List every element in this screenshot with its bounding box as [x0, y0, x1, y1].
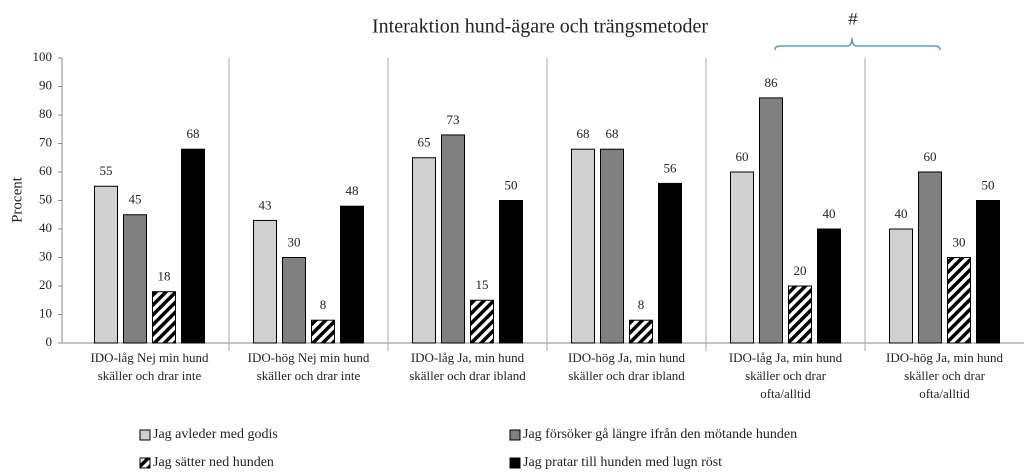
x-tick-label: IDO-hög Ja, min hund: [886, 350, 1003, 365]
legend-label: Jag försöker gå längre ifrån den mötande…: [523, 427, 797, 442]
bar: [123, 214, 147, 344]
value-label: 30: [288, 234, 301, 249]
value-label: 40: [823, 206, 836, 221]
y-axis-label: Procent: [9, 176, 25, 223]
value-label: 50: [982, 177, 995, 192]
x-tick-label: skäller och drar ibland: [568, 368, 685, 383]
bar: [340, 205, 364, 344]
bar: [441, 134, 465, 344]
bar: [282, 257, 306, 344]
value-label: 60: [736, 149, 749, 164]
value-label: 50: [505, 177, 518, 192]
value-label: 18: [158, 269, 171, 284]
y-tick-label: 10: [39, 305, 52, 320]
bar: [571, 148, 595, 344]
legend-label: Jag avleder med godis: [153, 427, 278, 442]
value-label: 56: [664, 160, 678, 175]
bar: [470, 299, 494, 344]
value-label: 40: [895, 206, 908, 221]
bar: [658, 182, 682, 344]
y-tick-label: 90: [39, 77, 52, 92]
x-tick-label: IDO-låg Nej min hund: [90, 350, 209, 365]
y-tick-label: 20: [39, 277, 52, 292]
bar: [918, 171, 942, 344]
legend-swatch: [509, 457, 521, 469]
legend-label: Jag pratar till hunden med lugn röst: [523, 455, 722, 470]
bar: [499, 200, 523, 344]
bar: [629, 319, 653, 344]
x-tick-label: ofta/alltid: [919, 386, 970, 401]
x-tick-label: skäller och drar inte: [257, 368, 361, 383]
value-label: 68: [187, 126, 200, 141]
value-label: 73: [447, 112, 460, 127]
legend-label: Jag sätter ned hunden: [153, 455, 274, 470]
bar: [181, 148, 205, 344]
value-label: 60: [924, 149, 937, 164]
x-tick-label: skäller och drar: [745, 368, 827, 383]
value-label: 43: [259, 197, 272, 212]
chart-title: Interaktion hund-ägare och trängsmetoder: [372, 16, 708, 38]
bar: [412, 157, 436, 344]
y-tick-label: 70: [39, 134, 52, 149]
y-tick-label: 100: [33, 49, 53, 64]
x-tick-label: IDO-hög Ja, min hund: [568, 350, 685, 365]
annotation: #: [848, 9, 858, 28]
y-tick-label: 60: [39, 163, 52, 178]
bar: [947, 257, 971, 344]
bar: [94, 185, 118, 344]
x-tick-label: skäller och drar ibland: [409, 368, 526, 383]
value-label: 48: [346, 183, 359, 198]
bar: [600, 148, 624, 344]
bar: [253, 219, 277, 344]
value-label: 68: [577, 126, 590, 141]
value-label: 65: [418, 135, 431, 150]
x-tick-label: ofta/alltid: [760, 386, 811, 401]
value-label: 15: [476, 277, 489, 292]
value-label: 45: [129, 192, 142, 207]
bar: [788, 285, 812, 344]
x-tick-label: skäller och drar inte: [98, 368, 202, 383]
bar: [817, 228, 841, 344]
y-tick-label: 40: [39, 220, 52, 235]
y-tick-label: 30: [39, 248, 52, 263]
y-tick-label: 0: [46, 334, 53, 349]
legend-swatch: [139, 457, 151, 469]
bar: [889, 228, 913, 344]
y-tick-label: 80: [39, 106, 52, 121]
bar: [730, 171, 754, 344]
x-tick-label: IDO-låg Ja, min hund: [411, 350, 525, 365]
legend-swatch: [139, 429, 151, 441]
y-tick-label: 50: [39, 191, 52, 206]
value-label: 55: [100, 163, 113, 178]
value-label: 30: [953, 234, 966, 249]
bar: [759, 97, 783, 344]
bar: [976, 200, 1000, 344]
value-label: 20: [794, 263, 807, 278]
bracket: [774, 37, 941, 51]
x-tick-label: skäller och drar: [904, 368, 986, 383]
value-label: 68: [606, 126, 619, 141]
legend-swatch: [509, 429, 521, 441]
bar: [311, 319, 335, 344]
value-label: 8: [638, 297, 645, 312]
x-tick-label: IDO-hög Nej min hund: [248, 350, 370, 365]
bar: [152, 291, 176, 344]
value-label: 8: [320, 297, 327, 312]
value-label: 86: [765, 75, 779, 90]
x-tick-label: IDO-låg Ja, min hund: [729, 350, 843, 365]
